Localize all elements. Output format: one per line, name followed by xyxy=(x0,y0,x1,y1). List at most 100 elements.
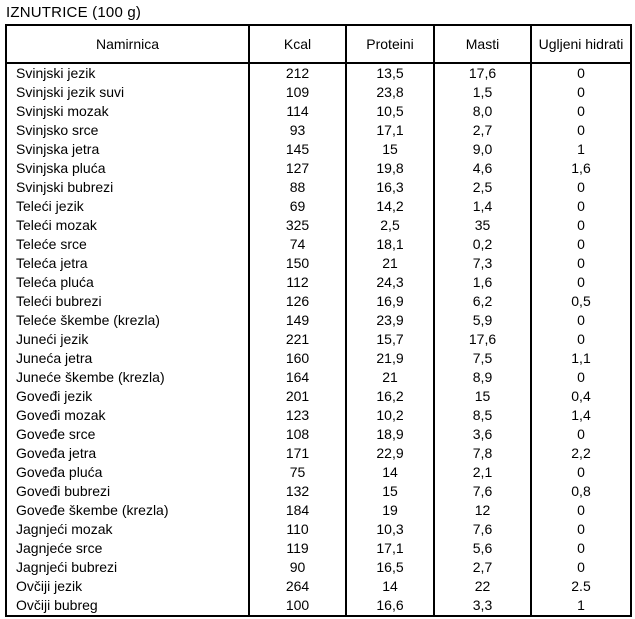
cell-kcal: 201 xyxy=(248,387,347,406)
table-row: Svinjska jetra 145 15 9,0 1 xyxy=(5,140,632,159)
table-row: Goveđe srce 108 18,9 3,6 0 xyxy=(5,425,632,444)
cell-namirnica: Svinjski bubrezi xyxy=(5,178,250,197)
cell-masti: 2,7 xyxy=(433,558,532,577)
cell-proteini: 19,8 xyxy=(345,159,435,178)
cell-masti: 7,8 xyxy=(433,444,532,463)
cell-kcal: 119 xyxy=(248,539,347,558)
cell-proteini: 10,2 xyxy=(345,406,435,425)
cell-namirnica: Juneća jetra xyxy=(5,349,250,368)
cell-kcal: 127 xyxy=(248,159,347,178)
cell-kcal: 164 xyxy=(248,368,347,387)
cell-proteini: 13,5 xyxy=(345,63,435,83)
cell-kcal: 110 xyxy=(248,520,347,539)
cell-namirnica: Goveđa jetra xyxy=(5,444,250,463)
cell-masti: 7,3 xyxy=(433,254,532,273)
cell-proteini: 18,9 xyxy=(345,425,435,444)
cell-ugljeni-hidrati: 0 xyxy=(530,558,632,577)
table-header-row: Namirnica Kcal Proteini Masti Ugljeni hi… xyxy=(5,25,632,64)
cell-kcal: 114 xyxy=(248,102,347,121)
cell-ugljeni-hidrati: 0 xyxy=(530,178,632,197)
cell-namirnica: Svinjska pluća xyxy=(5,159,250,178)
cell-kcal: 149 xyxy=(248,311,347,330)
cell-namirnica: Teleći bubrezi xyxy=(5,292,250,311)
cell-kcal: 212 xyxy=(248,63,347,83)
cell-proteini: 23,8 xyxy=(345,83,435,102)
cell-masti: 1,5 xyxy=(433,83,532,102)
cell-ugljeni-hidrati: 0 xyxy=(530,63,632,83)
cell-masti: 2,5 xyxy=(433,178,532,197)
cell-proteini: 16,3 xyxy=(345,178,435,197)
cell-namirnica: Goveđi jezik xyxy=(5,387,250,406)
cell-masti: 9,0 xyxy=(433,140,532,159)
table-row: Svinjski jezik 212 13,5 17,6 0 xyxy=(5,63,632,83)
nutrition-table: Namirnica Kcal Proteini Masti Ugljeni hi… xyxy=(5,24,632,617)
cell-ugljeni-hidrati: 0 xyxy=(530,121,632,140)
table-row: Jagnjeći mozak 110 10,3 7,6 0 xyxy=(5,520,632,539)
cell-ugljeni-hidrati: 0,5 xyxy=(530,292,632,311)
cell-kcal: 90 xyxy=(248,558,347,577)
table-row: Svinjski bubrezi 88 16,3 2,5 0 xyxy=(5,178,632,197)
cell-kcal: 69 xyxy=(248,197,347,216)
table-row: Juneće škembe (krezla) 164 21 8,9 0 xyxy=(5,368,632,387)
cell-masti: 8,9 xyxy=(433,368,532,387)
cell-kcal: 150 xyxy=(248,254,347,273)
cell-proteini: 14,2 xyxy=(345,197,435,216)
table-body: Svinjski jezik 212 13,5 17,6 0 Svinjski jezik… xyxy=(5,63,632,616)
cell-masti: 17,6 xyxy=(433,330,532,349)
cell-namirnica: Juneće škembe (krezla) xyxy=(5,368,250,387)
column-header-proteini: Proteini xyxy=(345,25,435,64)
cell-kcal: 93 xyxy=(248,121,347,140)
cell-kcal: 145 xyxy=(248,140,347,159)
cell-namirnica: Teleći mozak xyxy=(5,216,250,235)
cell-proteini: 23,9 xyxy=(345,311,435,330)
table-row: Svinjska pluća 127 19,8 4,6 1,6 xyxy=(5,159,632,178)
cell-proteini: 21 xyxy=(345,368,435,387)
cell-namirnica: Jagnjeći mozak xyxy=(5,520,250,539)
cell-ugljeni-hidrati: 1 xyxy=(530,596,632,616)
cell-ugljeni-hidrati: 0 xyxy=(530,102,632,121)
table-row: Goveđa jetra 171 22,9 7,8 2,2 xyxy=(5,444,632,463)
cell-masti: 8,0 xyxy=(433,102,532,121)
cell-namirnica: Teleće srce xyxy=(5,235,250,254)
cell-proteini: 21,9 xyxy=(345,349,435,368)
cell-namirnica: Svinjski mozak xyxy=(5,102,250,121)
cell-masti: 1,6 xyxy=(433,273,532,292)
cell-masti: 5,9 xyxy=(433,311,532,330)
cell-masti: 4,6 xyxy=(433,159,532,178)
cell-kcal: 221 xyxy=(248,330,347,349)
table-row: Teleća pluća 112 24,3 1,6 0 xyxy=(5,273,632,292)
cell-kcal: 132 xyxy=(248,482,347,501)
column-header-namirnica: Namirnica xyxy=(5,25,250,64)
cell-namirnica: Teleća pluća xyxy=(5,273,250,292)
page-title: IZNUTRICE (100 g) xyxy=(6,4,142,21)
cell-proteini: 16,9 xyxy=(345,292,435,311)
cell-namirnica: Juneći jezik xyxy=(5,330,250,349)
cell-ugljeni-hidrati: 1 xyxy=(530,140,632,159)
cell-ugljeni-hidrati: 0 xyxy=(530,368,632,387)
table-row: Teleća jetra 150 21 7,3 0 xyxy=(5,254,632,273)
cell-proteini: 16,6 xyxy=(345,596,435,616)
cell-kcal: 108 xyxy=(248,425,347,444)
cell-proteini: 19 xyxy=(345,501,435,520)
cell-namirnica: Goveđi bubrezi xyxy=(5,482,250,501)
cell-namirnica: Jagnjeći bubrezi xyxy=(5,558,250,577)
cell-namirnica: Ovčiji bubreg xyxy=(5,596,250,616)
cell-masti: 7,5 xyxy=(433,349,532,368)
cell-ugljeni-hidrati: 0 xyxy=(530,520,632,539)
column-header-ugljeni-hidrati: Ugljeni hidrati xyxy=(530,25,632,64)
cell-ugljeni-hidrati: 0 xyxy=(530,83,632,102)
cell-proteini: 24,3 xyxy=(345,273,435,292)
cell-masti: 2,7 xyxy=(433,121,532,140)
cell-namirnica: Teleća jetra xyxy=(5,254,250,273)
table-row: Svinjsko srce 93 17,1 2,7 0 xyxy=(5,121,632,140)
cell-masti: 8,5 xyxy=(433,406,532,425)
cell-ugljeni-hidrati: 0 xyxy=(530,273,632,292)
table-row: Goveđe škembe (krezla) 184 19 12 0 xyxy=(5,501,632,520)
cell-namirnica: Svinjski jezik xyxy=(5,63,250,83)
cell-proteini: 15 xyxy=(345,482,435,501)
cell-masti: 22 xyxy=(433,577,532,596)
table-row: Goveđi jezik 201 16,2 15 0,4 xyxy=(5,387,632,406)
table-row: Teleće škembe (krezla) 149 23,9 5,9 0 xyxy=(5,311,632,330)
cell-kcal: 160 xyxy=(248,349,347,368)
